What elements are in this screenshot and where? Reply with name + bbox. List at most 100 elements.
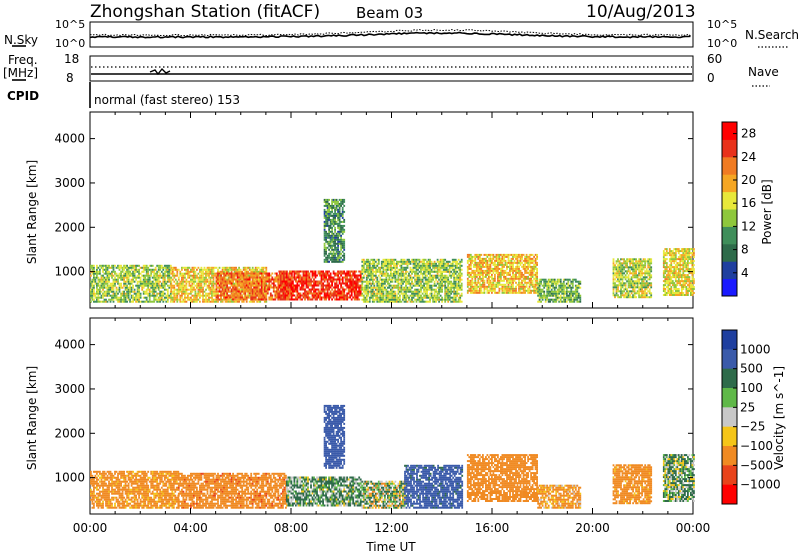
echo-cell — [244, 274, 247, 277]
echo-cell — [290, 276, 293, 279]
echo-cell — [244, 268, 247, 271]
echo-cell — [334, 248, 336, 251]
echo-cell — [193, 286, 195, 289]
echo-cell — [325, 276, 327, 279]
echo-cell — [379, 276, 382, 279]
echo-cell — [177, 278, 180, 281]
echo-cell — [343, 282, 346, 285]
echo-cell — [387, 268, 389, 271]
echo-cell — [454, 258, 457, 261]
echo-cell — [221, 280, 224, 283]
echo-cell — [331, 220, 333, 223]
echo-cell — [223, 294, 225, 297]
echo-cell — [278, 280, 281, 283]
echo-cell — [325, 222, 327, 225]
echo-cell — [124, 284, 127, 287]
echo-cell — [329, 286, 332, 289]
echo-cell — [429, 258, 431, 261]
echo-cell — [304, 290, 306, 293]
echo-cell — [323, 280, 326, 283]
echo-cell — [193, 282, 195, 285]
echo-cell — [421, 272, 424, 275]
echo-cell — [117, 276, 119, 279]
echo-cell — [132, 300, 134, 303]
echo-cell — [328, 198, 330, 201]
echo-cell — [509, 263, 511, 266]
echo-cell — [274, 296, 277, 299]
echo-cell — [248, 266, 251, 269]
echo-cell — [206, 274, 209, 277]
echo-cell — [500, 279, 502, 282]
echo-cell — [307, 282, 309, 285]
echo-cell — [394, 266, 397, 269]
echo-cell — [132, 284, 134, 287]
echo-cell — [451, 266, 454, 269]
echo-cell — [356, 274, 359, 277]
echo-cell — [202, 288, 204, 291]
echo-cell — [480, 287, 483, 290]
echo-cell — [456, 290, 459, 293]
echo-cell — [504, 271, 507, 274]
echo-cell — [102, 274, 104, 277]
echo-cell — [380, 284, 383, 287]
echo-cell — [206, 278, 209, 281]
echo-cell — [191, 284, 194, 287]
echo-cell — [472, 273, 475, 276]
echo-cell — [295, 290, 297, 293]
echo-cell — [191, 278, 194, 281]
echo-cell — [362, 266, 365, 269]
echo-cell — [503, 257, 505, 260]
echo-cell — [160, 276, 163, 279]
echo-cell — [459, 270, 462, 273]
echo-cell — [399, 298, 401, 301]
echo-cell — [238, 290, 240, 293]
echo-cell — [301, 282, 303, 285]
echo-cell — [367, 300, 370, 303]
echo-cell — [335, 256, 338, 259]
echo-cell — [160, 270, 163, 273]
echo-cell — [322, 274, 324, 277]
echo-cell — [343, 224, 346, 227]
echo-cell — [397, 298, 400, 301]
echo-cell — [171, 266, 174, 269]
echo-cell — [337, 284, 339, 287]
echo-cell — [415, 266, 418, 269]
echo-cell — [500, 277, 502, 280]
echo-cell — [325, 224, 327, 227]
echo-cell — [412, 266, 415, 269]
echo-cell — [310, 282, 312, 285]
echo-cell — [127, 274, 130, 277]
echo-cell — [251, 290, 254, 293]
echo-cell — [405, 266, 407, 269]
echo-cell — [244, 294, 247, 297]
echo-cell — [135, 292, 137, 295]
echo-cell — [96, 284, 98, 287]
echo-cell — [427, 294, 430, 297]
echo-cell — [385, 272, 388, 275]
echo-cell — [241, 282, 244, 285]
echo-cell — [217, 270, 219, 273]
echo-cell — [203, 280, 206, 283]
echo-cell — [206, 298, 209, 301]
echo-cell — [385, 298, 388, 301]
echo-cell — [488, 275, 490, 278]
echo-cell — [226, 294, 228, 297]
echo-cell — [208, 270, 210, 273]
echo-cell — [445, 262, 448, 265]
echo-cell — [469, 291, 472, 294]
echo-cell — [162, 274, 165, 277]
echo-cell — [450, 262, 453, 265]
echo-cell — [349, 284, 352, 287]
echo-cell — [135, 296, 137, 299]
echo-cell — [162, 282, 165, 285]
echo-cell — [441, 288, 443, 291]
echo-cell — [108, 276, 110, 279]
echo-cell — [331, 240, 333, 243]
echo-cell — [405, 276, 407, 279]
echo-cell — [177, 288, 180, 291]
echo-cell — [340, 282, 342, 285]
echo-cell — [497, 269, 499, 272]
echo-cell — [515, 253, 517, 256]
echo-cell — [311, 274, 314, 277]
echo-cell — [471, 271, 474, 274]
